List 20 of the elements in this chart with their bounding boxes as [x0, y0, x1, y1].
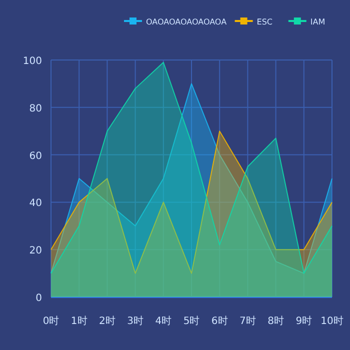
x-tick-label: 5时 — [183, 315, 200, 327]
y-tick-label: 0 — [36, 293, 42, 304]
y-tick-label: 100 — [22, 56, 42, 67]
x-tick-label: 10时 — [320, 315, 344, 327]
x-tick-label: 1时 — [70, 315, 88, 327]
x-tick-label: 9时 — [296, 315, 312, 327]
x-tick-label: 6时 — [211, 315, 228, 327]
x-tick-label: 0时 — [42, 315, 60, 327]
x-tick-label: 8时 — [268, 315, 284, 327]
legend-label: IAM — [310, 18, 326, 26]
y-tick-label: 60 — [29, 150, 42, 162]
legend-label: OAOAOAOAOAOAOA — [146, 18, 228, 26]
y-tick-label: 20 — [29, 246, 42, 257]
x-tick-label: 7时 — [240, 315, 256, 327]
x-tick-label: 4时 — [155, 315, 172, 327]
legend-label: ESC — [256, 18, 273, 26]
x-tick-label: 3时 — [127, 315, 144, 327]
y-tick-label: 40 — [29, 198, 42, 210]
x-tick-label: 2时 — [99, 315, 116, 327]
y-tick-label: 80 — [29, 103, 42, 114]
